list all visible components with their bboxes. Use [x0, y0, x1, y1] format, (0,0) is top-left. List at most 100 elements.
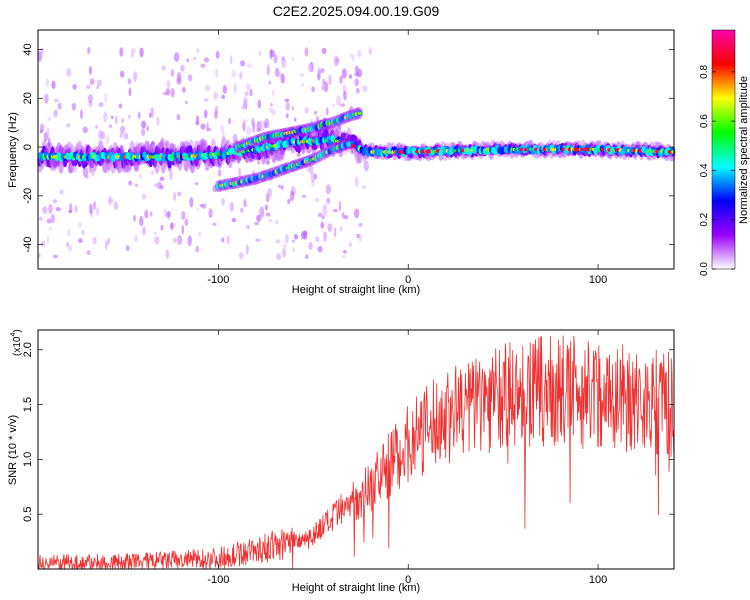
spectrogram-cell: [77, 221, 82, 228]
spectrogram-cell: [326, 197, 331, 204]
spectrogram-cell: [100, 130, 106, 140]
spectrogram-cell: [229, 201, 234, 212]
spectrogram-cell: [268, 107, 273, 113]
spectrogram-cell: [127, 78, 132, 85]
spectrogram-cell: [358, 222, 363, 228]
spectrogram-cell: [257, 99, 262, 109]
spectrogram-cell: [341, 68, 347, 79]
snr-multiplier-exponent: 4: [10, 333, 17, 337]
spectrogram-cell: [160, 224, 164, 231]
spectrogram-cell: [74, 205, 78, 213]
spectrogram-cell: [205, 84, 211, 92]
y-tick-label: 0.5: [22, 507, 34, 522]
spectrogram-cell: [340, 103, 346, 107]
spectrogram-cell: [96, 79, 102, 87]
spectrogram-cell: [128, 114, 131, 119]
spectrogram-cell: [343, 250, 347, 254]
colorbar: 0.0 0.2 0.4 0.6 0.8 Normalized spectral ampl…: [699, 29, 750, 276]
spectrogram-cell: [38, 216, 43, 221]
spectrogram-cell: [287, 198, 291, 205]
spectrogram-cell: [339, 75, 343, 84]
spectrogram-cell: [266, 64, 271, 75]
svg-text:(x104): (x104): [10, 329, 23, 356]
spectrogram-cell: [318, 212, 323, 218]
spectrogram-cell: [86, 250, 91, 256]
spectrogram-cell: [299, 73, 305, 77]
spectrogram-cell: [67, 245, 73, 252]
spectrogram-cell: [251, 117, 255, 127]
spectrogram-cell: [276, 253, 281, 260]
spectrogram-cell: [82, 166, 89, 178]
spectrogram-cell: [53, 199, 58, 204]
spectrogram-cell: [300, 82, 304, 88]
spectrogram-cell: [268, 218, 273, 223]
spectrogram-cell: [348, 241, 352, 248]
spectrogram-cell: [95, 207, 100, 216]
spectrogram-cell: [354, 72, 360, 77]
spectrogram-cell: [215, 68, 219, 78]
spectrogram-cell: [182, 86, 186, 93]
spectrogram-cell: [333, 227, 337, 238]
spectrogram-cell: [165, 88, 171, 96]
spectrogram-cell: [170, 87, 175, 98]
spectrogram-cell: [166, 80, 171, 89]
spectrogram-cell: [196, 207, 200, 212]
spectrogram-cell: [301, 194, 307, 199]
spectrogram-cell: [199, 204, 203, 208]
spectrogram-cell: [159, 176, 165, 182]
spectrogram-cell: [349, 53, 355, 58]
spectrogram-cell: [315, 235, 320, 243]
spectrogram-cell: [307, 63, 313, 73]
snr-plot-area: [38, 330, 674, 569]
spectrogram-cell: [118, 103, 123, 109]
spectrogram-cell: [81, 229, 85, 236]
spectrogram-cell: [332, 208, 338, 213]
spectrogram-cell: [278, 184, 281, 188]
spectrogram-cell: [133, 235, 139, 243]
colorbar-ticks: 0.0 0.2 0.4 0.6 0.8: [699, 64, 735, 276]
snr-panel: -100 0 100 0.5 1.0 1.5 2.0 Height of straight …: [7, 329, 675, 594]
spectrogram-cell: [108, 124, 113, 128]
snr-frame: [37, 329, 675, 570]
spectrogram-cell: [161, 65, 166, 71]
spectrogram-cell: [322, 206, 328, 217]
spectrogram-cell: [173, 52, 180, 63]
spectrogram-cell: [238, 167, 241, 178]
colorbar-tick-label: 0.6: [699, 114, 710, 128]
spectrogram-cell: [154, 236, 160, 245]
spectrogram-cell: [201, 203, 207, 209]
colorbar-label: Normalized spectral amplitude: [738, 76, 750, 224]
spectrogram-cell: [310, 172, 316, 183]
y-tick-label: 0: [22, 144, 34, 150]
y-tick-label: 40: [22, 43, 34, 55]
spectrogram-cell: [133, 214, 136, 222]
spectrogram-cell: [189, 197, 194, 208]
spectrogram-cell: [105, 135, 110, 145]
y-tick-label: 20: [22, 92, 34, 104]
spectrogram-cell: [203, 57, 210, 63]
spectrogram-cell: [281, 57, 287, 68]
spectrogram-cell: [343, 90, 347, 101]
spectrogram-cell: [362, 85, 368, 93]
spectrogram-cell: [46, 236, 50, 244]
spectrogram-cell: [358, 233, 363, 243]
spectrogram-cell: [119, 70, 125, 78]
spectrogram-cell: [141, 120, 147, 129]
spectrogram-cell: [317, 67, 321, 76]
spectrogram-cell: [53, 109, 58, 118]
spectrogram-marks: [37, 46, 676, 260]
spectrogram-cell: [186, 58, 189, 63]
spectrogram-cell: [187, 235, 192, 247]
spectrogram-cell: [221, 94, 226, 100]
spectrogram-cell: [242, 119, 248, 123]
spectrogram-cell: [176, 191, 182, 197]
spectrogram-cell: [195, 115, 200, 126]
spectrogram-cell: [153, 231, 157, 235]
spectrogram-cell: [328, 74, 332, 86]
spectrogram-cell: [95, 124, 99, 129]
spectrogram-cell: [254, 222, 259, 226]
spectrogram-cell: [40, 240, 46, 247]
spectrogram-cell: [231, 69, 237, 78]
spectrogram-cell: [141, 194, 147, 200]
spectrogram-cell: [48, 226, 52, 231]
